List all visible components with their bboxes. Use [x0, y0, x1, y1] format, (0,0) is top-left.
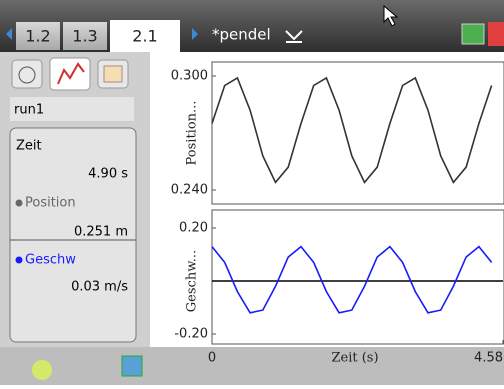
- start-button[interactable]: [32, 360, 52, 380]
- close[interactable]: [488, 22, 504, 46]
- readout-value: 0.251 m: [74, 225, 128, 240]
- x-axis-label: Zeit (s): [331, 351, 378, 366]
- screen: 1.2 1.3 2.1 *pendel run1 Zeit 4.90 s Pos…: [0, 0, 504, 385]
- y-tick-label: 0.240: [171, 183, 208, 198]
- icon: [104, 66, 122, 82]
- readout-label: Position: [25, 196, 76, 211]
- bottom-bar: [0, 347, 504, 385]
- document-name: *pendel: [212, 26, 271, 44]
- plot-area: [150, 52, 504, 347]
- x-tick-label: 0: [208, 351, 216, 366]
- tab-label[interactable]: 1.3: [72, 27, 97, 46]
- readout-label: Geschw: [25, 253, 76, 268]
- run-name: run1: [14, 103, 44, 118]
- tab-label[interactable]: 2.1: [132, 27, 157, 46]
- tab-label[interactable]: 1.2: [25, 27, 50, 46]
- graph-view[interactable]: [50, 58, 90, 90]
- series-dot: [16, 200, 23, 207]
- y-axis-label: Position...: [185, 101, 200, 166]
- readout-value: 4.90 s: [88, 167, 128, 182]
- readout-value: 0.03 m/s: [71, 280, 128, 295]
- tool-button[interactable]: [122, 356, 142, 376]
- y-tick-label: 0.300: [171, 69, 208, 84]
- meter-view[interactable]: [12, 60, 42, 88]
- readout-label: Zeit: [16, 139, 42, 154]
- y-tick-label: -0.20: [174, 327, 208, 342]
- y-tick-label: 0.20: [179, 221, 208, 236]
- y-axis-label: Geschw...: [185, 250, 200, 312]
- battery: [462, 24, 484, 44]
- x-tick-label: 4.58: [474, 351, 503, 366]
- series-dot: [16, 257, 23, 264]
